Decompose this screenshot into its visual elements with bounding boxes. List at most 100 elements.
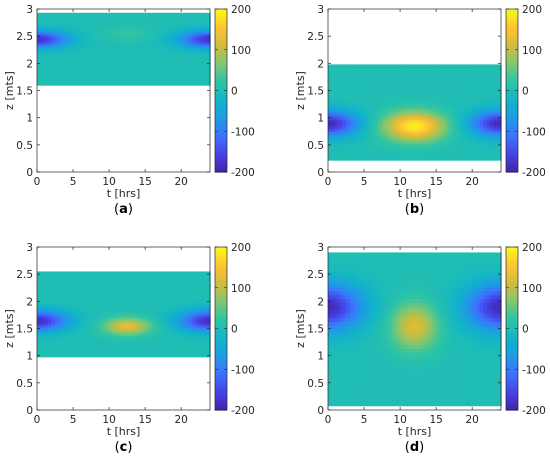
heatmap-cell bbox=[87, 13, 91, 15]
heatmap-cell bbox=[48, 13, 52, 15]
heatmap-cell bbox=[185, 13, 189, 15]
heatmap-cell bbox=[87, 271, 91, 274]
colorbar-tick-label: -100 bbox=[231, 126, 255, 138]
heatmap-cell bbox=[386, 64, 390, 67]
heatmap-cell bbox=[98, 13, 102, 15]
heatmap-cell bbox=[80, 13, 84, 15]
heatmap-cell bbox=[84, 271, 88, 274]
heatmap-cell bbox=[443, 64, 447, 67]
heatmap-cell bbox=[433, 64, 437, 67]
heatmap-cell bbox=[66, 13, 70, 15]
heatmap-cell bbox=[102, 271, 106, 274]
heatmap-cell bbox=[411, 64, 415, 67]
y-tick-label: 2.5 bbox=[307, 31, 324, 43]
heatmap-cell bbox=[181, 13, 185, 15]
heatmap-cell bbox=[490, 64, 494, 67]
heatmap-cell bbox=[102, 13, 106, 15]
heatmap-cell bbox=[357, 64, 361, 67]
heatmap-cell bbox=[163, 13, 167, 15]
heatmap-cell bbox=[429, 64, 433, 67]
heatmap-cell bbox=[113, 13, 117, 15]
heatmap-cell bbox=[84, 13, 88, 15]
x-tick-label: 15 bbox=[429, 176, 442, 188]
heatmap-cell bbox=[142, 13, 146, 15]
heatmap-cell bbox=[400, 64, 404, 67]
heatmap-cell bbox=[483, 64, 487, 67]
heatmap-cell bbox=[199, 13, 203, 15]
heatmap-cell bbox=[360, 64, 364, 67]
heatmap-cell bbox=[167, 13, 171, 15]
heatmap-cell bbox=[149, 13, 153, 15]
heatmap-cell bbox=[73, 271, 77, 274]
heatmap-cell bbox=[95, 13, 99, 15]
heatmap-cell bbox=[196, 13, 200, 15]
heatmap-cell bbox=[382, 64, 386, 67]
heatmap-cell bbox=[451, 64, 455, 67]
heatmap-cell bbox=[127, 13, 131, 15]
heatmap-cell bbox=[62, 13, 66, 15]
heatmap-cell bbox=[109, 13, 113, 15]
heatmap-cell bbox=[469, 64, 473, 67]
heatmap-cell bbox=[353, 64, 357, 67]
heatmap-cell bbox=[393, 64, 397, 67]
x-tick-label: 5 bbox=[361, 176, 368, 188]
colorbar-tick-label: -200 bbox=[522, 167, 546, 179]
y-tick-label: 1 bbox=[26, 113, 33, 125]
heatmap-cell bbox=[404, 64, 408, 67]
heatmap-cell bbox=[375, 64, 379, 67]
heatmap-cells bbox=[37, 271, 211, 357]
heatmap-cell bbox=[458, 64, 462, 67]
heatmap-cell bbox=[124, 13, 128, 15]
heatmap-cell bbox=[51, 13, 55, 15]
heatmap-cell bbox=[59, 13, 63, 15]
y-tick-label: 2 bbox=[26, 58, 33, 70]
heatmap-cell bbox=[436, 64, 440, 67]
heatmap-cell bbox=[109, 271, 113, 274]
y-tick-label: 2 bbox=[317, 58, 324, 70]
heatmap-cell bbox=[62, 271, 66, 274]
heatmap-cell bbox=[371, 64, 375, 67]
heatmap-cell bbox=[494, 64, 498, 67]
colorbar-tick-label: 0 bbox=[522, 86, 529, 98]
x-tick-label: 0 bbox=[325, 176, 332, 188]
heatmap-cell bbox=[425, 64, 429, 67]
colorbar-tick-label: -100 bbox=[522, 126, 546, 138]
colorbar-tick-label: 100 bbox=[231, 45, 251, 57]
heatmap-cell bbox=[422, 64, 426, 67]
x-tick-label: 20 bbox=[465, 176, 478, 188]
y-axis-label: z [mts] bbox=[3, 71, 16, 110]
heatmap-cell bbox=[342, 64, 346, 67]
heatmap-cell bbox=[98, 271, 102, 274]
heatmap-cell bbox=[188, 13, 192, 15]
heatmap-cell bbox=[487, 64, 491, 67]
x-axis-label: t [hrs] bbox=[107, 187, 141, 200]
heatmap-cell bbox=[368, 64, 372, 67]
heatmap-cell bbox=[138, 13, 142, 15]
heatmap-cell bbox=[55, 13, 59, 15]
colorbar-tick-label: 0 bbox=[231, 86, 238, 98]
colorbar-tick-label: 100 bbox=[522, 45, 542, 57]
heatmap-cell bbox=[145, 13, 149, 15]
colorbar-tick-label: 200 bbox=[522, 4, 542, 16]
x-tick-label: 5 bbox=[70, 176, 77, 188]
y-tick-label: 0 bbox=[26, 167, 33, 179]
heatmap-cell bbox=[55, 271, 59, 274]
heatmap-cell bbox=[178, 13, 182, 15]
heatmap-cell bbox=[335, 64, 339, 67]
heatmap-cell bbox=[69, 13, 73, 15]
heatmap-cell bbox=[44, 13, 48, 15]
heatmap-cell bbox=[51, 271, 55, 274]
y-tick-label: 2.5 bbox=[16, 31, 33, 43]
x-axis-label: t [hrs] bbox=[398, 187, 432, 200]
heatmap-cell bbox=[77, 13, 81, 15]
heatmap-cell bbox=[77, 271, 81, 274]
heatmap-cell bbox=[346, 64, 350, 67]
y-tick-label: 1.5 bbox=[307, 86, 324, 98]
heatmap-cell bbox=[152, 13, 156, 15]
heatmap-cell bbox=[174, 13, 178, 15]
heatmap-cell bbox=[203, 13, 207, 15]
heatmap-cell bbox=[418, 64, 422, 67]
